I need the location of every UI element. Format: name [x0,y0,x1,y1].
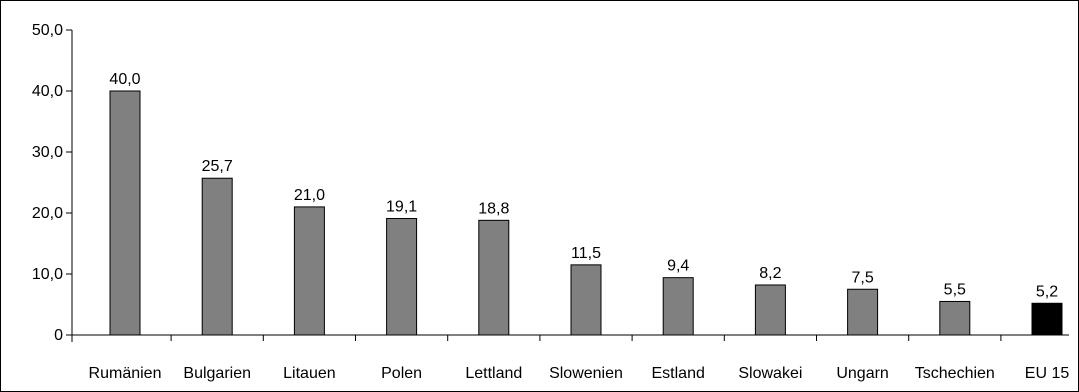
category-label: Tschechien [915,365,995,382]
y-tick-label: 50,0 [32,22,63,39]
axes [66,30,1069,342]
category-label: Rumänien [89,365,162,382]
bars [109,90,1063,336]
category-label: Slowakei [738,365,802,382]
category-label: Ungarn [836,365,888,382]
bar-value-label: 11,5 [571,245,601,262]
bar [293,206,325,336]
bar-value-label: 5,2 [1036,283,1058,300]
bar-value-label: 7,5 [851,269,873,286]
category-label: Polen [381,365,422,382]
bar-value-label: 5,5 [944,281,966,298]
value-labels: 40,0 25,7 21,0 19,1 18,8 11,5 9,4 8,2 7,5 5,5 5,2 [109,71,1058,300]
bar-value-label: 40,0 [109,71,140,88]
bar [939,300,971,336]
y-tick-label: 20,0 [32,205,63,222]
bar-value-label: 21,0 [294,187,325,204]
bar [109,90,141,336]
category-label: Bulgarien [183,365,251,382]
category-label: Slowenien [549,365,623,382]
category-label: EU 15 [1025,365,1070,382]
bar [478,219,510,336]
bar [570,264,602,336]
bar [662,277,694,336]
bar-value-label: 19,1 [386,198,417,215]
category-label: Litauen [283,365,336,382]
y-axis-ticks: 0 10,0 20,0 30,0 40,0 50,0 [32,22,72,344]
bar-value-label: 25,7 [202,158,233,175]
bar-value-label: 18,8 [478,200,509,217]
y-tick-label: 30,0 [32,144,63,161]
bar-value-label: 9,4 [667,258,689,275]
bar [386,217,418,336]
bar [847,288,879,336]
bar [754,284,786,336]
y-tick-label: 10,0 [32,266,63,283]
category-label: Estland [652,365,705,382]
category-label: Lettland [465,365,522,382]
y-tick-label: 0 [54,327,63,344]
bar-value-label: 8,2 [759,265,781,282]
bar [1031,302,1063,336]
y-tick-label: 40,0 [32,83,63,100]
bar [201,177,233,336]
category-labels: Rumänien Bulgarien Litauen Polen Lettland Slo… [89,365,1070,382]
